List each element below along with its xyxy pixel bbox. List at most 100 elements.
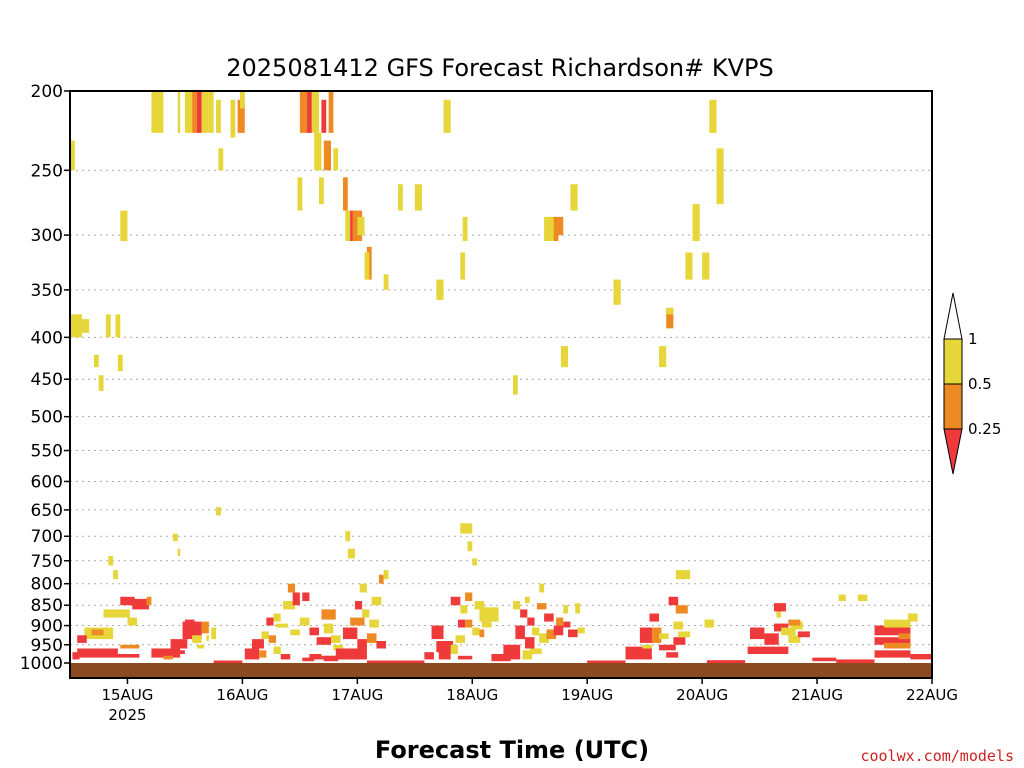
ri-cell [268,635,276,643]
y-tick-label: 350 [31,281,63,301]
ri-cell [151,91,164,133]
ri-cell [527,617,535,626]
ri-cell [120,596,135,606]
ri-cell [553,216,559,241]
ri-cell [98,375,104,391]
ri-cell [908,613,918,622]
ri-cell [366,660,425,663]
ri-cell [211,627,217,640]
ri-cell [613,279,621,305]
ri-cell [302,657,315,662]
ri-cell [362,609,370,618]
ri-cell [70,140,75,171]
y-tick-label: 900 [31,617,63,637]
ri-cell [553,625,564,636]
chart-title: 2025081412 GFS Forecast Richardson# KVPS [226,54,774,82]
ri-cell [201,91,209,133]
ri-cell [678,631,691,638]
ri-cell [539,633,549,643]
ri-cell [544,613,554,622]
ri-cell [398,184,403,211]
ri-cell [175,650,185,655]
ri-cell [335,648,367,660]
ri-cell [323,140,331,171]
ri-cell [450,644,458,655]
ri-cell [673,621,683,630]
ri-cell [515,625,525,640]
ri-cell [520,609,528,618]
ri-cell [587,660,626,663]
ri-cell [570,184,578,211]
ri-cell [113,570,118,580]
ri-cell [898,633,911,640]
ri-cell [472,627,480,636]
ri-cell [70,314,82,338]
y-tick-label: 250 [31,161,63,181]
ri-cell [297,177,303,211]
ri-cell [359,583,367,593]
ri-cell [639,627,655,643]
ri-cell [788,619,801,626]
ri-cell [438,650,451,660]
ri-cell [529,648,542,655]
ri-cell [309,654,322,660]
ri-cell [323,623,334,634]
ri-cell [560,346,569,368]
ri-cell [812,657,837,662]
ri-cell [259,650,267,658]
ri-cell [333,644,343,651]
x-tick-sublabel: 2025 [108,706,146,724]
ri-cell [455,635,466,643]
ri-cell [512,601,521,610]
ri-cell [177,91,181,133]
ri-cell [481,621,492,628]
ri-cell [117,354,123,372]
ri-cell [692,204,700,241]
ri-cell [704,619,715,628]
ri-cell [206,635,209,642]
ri-cell [77,648,118,655]
ri-cell [184,91,193,133]
ri-cell [216,507,221,516]
ri-cell [651,627,662,643]
y-tick-label: 600 [31,472,63,492]
ri-cell [702,252,710,280]
ri-cell [424,652,434,660]
ri-cell [575,603,581,614]
ri-cell [357,639,367,649]
ri-cell [333,148,339,171]
ri-cell [120,644,140,649]
ri-cell [884,642,911,649]
y-tick-label: 700 [31,527,63,547]
ri-cell [292,592,300,606]
x-axis: 15AUG 2025 16AUG 17AUG 18AUG 19AUG 20AUG 21AUG 2… [101,678,958,724]
ri-cell [563,621,571,628]
ri-cell [716,148,724,205]
ri-cell [184,619,195,626]
y-tick-label: 650 [31,501,63,521]
x-tick-label: 20AUG [676,686,728,704]
ri-cell [81,319,90,333]
ri-cell [163,655,173,660]
ri-cell [532,627,540,636]
ri-cell [539,583,545,593]
ri-cell [524,637,535,649]
ri-cell [72,652,80,660]
ri-cell [105,314,111,338]
ri-cell [108,555,114,566]
ri-cell [431,625,444,640]
ri-cell [251,639,264,649]
ri-cell [764,633,779,645]
ri-cell [192,91,197,133]
ri-cell [366,633,377,643]
ri-cell [709,99,717,133]
ri-cell [524,596,530,604]
ri-cell [172,533,178,542]
ri-cell [378,574,384,584]
ri-cell [91,629,104,636]
ri-cell [568,629,578,638]
ri-cell [776,609,782,618]
ri-cell [649,613,660,622]
ri-cell [261,631,269,640]
